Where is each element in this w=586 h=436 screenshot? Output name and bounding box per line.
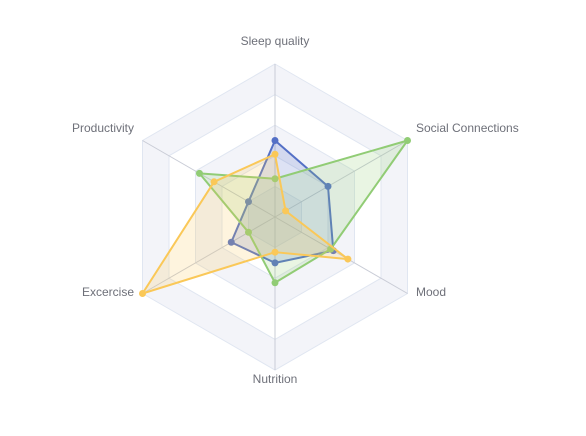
- series-0-point-1[interactable]: [324, 182, 332, 190]
- axis-label-productivity: Productivity: [72, 121, 134, 135]
- series-0-point-3[interactable]: [271, 259, 279, 267]
- series-1-point-5[interactable]: [195, 169, 203, 177]
- series-1-point-0[interactable]: [271, 175, 279, 183]
- axis-label-excercise: Excercise: [82, 285, 134, 299]
- series-2-point-5[interactable]: [210, 178, 218, 186]
- series-0-point-4[interactable]: [227, 238, 235, 246]
- series-2-point-1[interactable]: [282, 207, 290, 215]
- series-1-point-1[interactable]: [404, 137, 411, 144]
- axis-label-mood: Mood: [416, 285, 446, 299]
- axis-line-4: [142, 216, 276, 294]
- axis-label-social-connections: Social Connections: [416, 121, 519, 135]
- series-0-point-5[interactable]: [245, 198, 252, 206]
- series-1-point-3[interactable]: [271, 279, 279, 287]
- radar-axis-labels: Sleep quality Social Connections Mood Nu…: [72, 34, 519, 386]
- series-2-point-0[interactable]: [271, 150, 279, 158]
- axis-label-sleep-quality: Sleep quality: [241, 34, 310, 48]
- series-2-point-4[interactable]: [139, 290, 146, 297]
- axis-label-nutrition: Nutrition: [253, 372, 298, 386]
- series-0-point-0[interactable]: [271, 137, 279, 144]
- axis-line-2: [274, 216, 408, 294]
- series-1-point-4[interactable]: [245, 228, 252, 236]
- axis-line-1: [274, 140, 408, 218]
- series-2-point-2[interactable]: [344, 255, 352, 263]
- series-2: [139, 150, 352, 297]
- series-0: [227, 137, 337, 267]
- axis-line-5: [142, 140, 276, 218]
- series-2-point-3[interactable]: [271, 248, 279, 256]
- radar-series: [139, 137, 411, 297]
- series-1: [195, 137, 411, 287]
